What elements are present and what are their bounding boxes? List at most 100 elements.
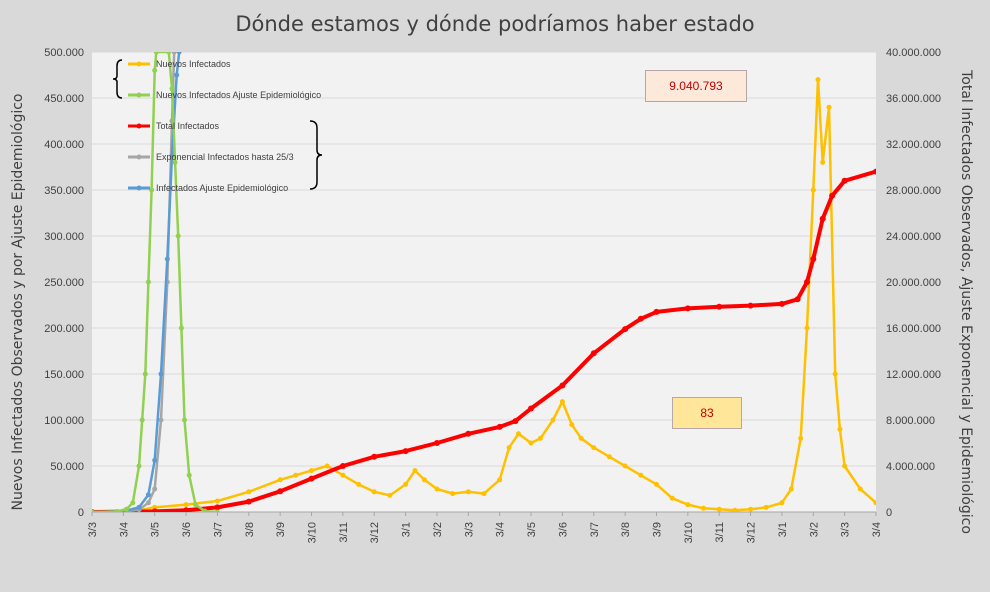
- data-point: [136, 504, 142, 510]
- y-left-axis-label: Nuevos Infectados Observados y por Ajust…: [10, 94, 26, 511]
- data-point: [815, 77, 821, 83]
- data-point: [465, 489, 471, 495]
- x-tick-label: 3/5: [150, 522, 162, 537]
- y-left-tick-label: 500.000: [44, 47, 84, 59]
- data-point: [277, 477, 283, 483]
- y-right-tick-label: 16.000.000: [886, 323, 941, 335]
- data-point: [402, 448, 409, 455]
- data-point: [175, 233, 181, 239]
- data-point: [324, 463, 330, 469]
- x-tick-label: 3/3: [87, 522, 99, 537]
- data-point: [293, 472, 299, 478]
- data-point: [832, 371, 838, 377]
- data-point: [716, 506, 722, 512]
- data-point: [152, 67, 158, 73]
- data-point: [92, 509, 95, 512]
- legend-brace-left: [112, 59, 123, 99]
- y-left-tick-label: 250.000: [44, 277, 84, 289]
- legend-label: Exponencial Infectados hasta 25/3: [156, 152, 294, 162]
- data-point: [732, 507, 738, 512]
- data-point: [778, 300, 785, 307]
- data-point: [152, 486, 158, 492]
- series-line: [92, 52, 218, 512]
- data-point: [214, 498, 220, 504]
- y-left-tick-label: 400.000: [44, 139, 84, 151]
- data-point: [182, 417, 187, 423]
- legend-marker: [136, 185, 142, 191]
- data-point: [145, 279, 151, 285]
- data-point: [158, 417, 164, 423]
- data-point: [804, 325, 810, 331]
- data-point: [434, 440, 440, 446]
- data-point: [114, 509, 120, 512]
- data-point: [214, 509, 220, 512]
- data-point: [837, 426, 843, 432]
- data-point: [164, 256, 170, 262]
- data-point: [622, 326, 629, 333]
- y-right-tick-label: 40.000.000: [886, 47, 941, 59]
- legend-marker: [136, 92, 142, 98]
- x-tick-label: 3/11: [714, 522, 726, 543]
- data-point: [528, 405, 534, 412]
- x-tick-label: 3/9: [275, 522, 287, 537]
- data-point: [371, 489, 377, 495]
- data-point: [497, 477, 503, 483]
- data-point: [193, 502, 198, 508]
- data-point: [857, 486, 863, 492]
- data-point: [820, 159, 826, 165]
- y-right-axis-label: Total Infectados Observados, Ajuste Expo…: [958, 69, 974, 534]
- total-infectados-callout: 9.040.793: [645, 70, 747, 102]
- data-point: [158, 371, 164, 377]
- data-point: [169, 153, 175, 158]
- x-tick-label: 3/3: [840, 522, 852, 537]
- data-point: [124, 506, 129, 512]
- data-point: [340, 472, 346, 478]
- data-point: [653, 308, 660, 315]
- data-point: [798, 435, 804, 441]
- data-point: [747, 302, 754, 309]
- data-point: [748, 506, 754, 512]
- data-point: [905, 509, 910, 514]
- data-point: [550, 417, 556, 423]
- data-point: [829, 192, 836, 199]
- data-point: [528, 440, 534, 446]
- data-point: [826, 104, 832, 110]
- data-point: [810, 187, 816, 193]
- x-tick-label: 3/5: [526, 522, 538, 537]
- data-point: [904, 163, 910, 169]
- data-point: [590, 350, 597, 357]
- chart-title: Dónde estamos y dónde podríamos haber es…: [235, 12, 755, 36]
- data-point: [371, 453, 378, 460]
- data-point: [434, 486, 440, 492]
- y-left-tick-label: 50.000: [50, 461, 84, 473]
- data-point: [512, 418, 519, 425]
- legend-label: Nuevos Infectados: [156, 59, 231, 69]
- data-point: [153, 52, 159, 55]
- data-point: [842, 463, 848, 469]
- legend-label: Nuevos Infectados Ajuste Epidemiológico: [156, 90, 321, 100]
- data-point: [202, 508, 208, 512]
- x-tick-label: 3/4: [495, 522, 507, 537]
- data-point: [169, 86, 175, 92]
- y-left-tick-label: 450.000: [44, 93, 84, 105]
- x-tick-label: 3/8: [244, 522, 256, 537]
- x-tick-label: 3/10: [683, 522, 695, 543]
- data-point: [136, 463, 142, 469]
- data-point: [166, 52, 172, 55]
- legend-label: Infectados Ajuste Epidemiológico: [156, 183, 288, 193]
- y-right-tick-label: 20.000.000: [886, 277, 941, 289]
- series-2: [92, 52, 220, 512]
- data-point: [506, 445, 512, 451]
- nuevos-infectados-callout: 83: [672, 397, 742, 429]
- y-right-tick-label: 28.000.000: [886, 185, 941, 197]
- data-point: [403, 481, 409, 487]
- data-point: [421, 477, 427, 483]
- data-point: [142, 371, 148, 377]
- series-line: [92, 169, 876, 512]
- data-point: [152, 504, 158, 510]
- x-tick-label: 3/12: [746, 522, 758, 543]
- data-point: [149, 187, 155, 193]
- data-point: [685, 502, 691, 508]
- data-point: [810, 256, 817, 262]
